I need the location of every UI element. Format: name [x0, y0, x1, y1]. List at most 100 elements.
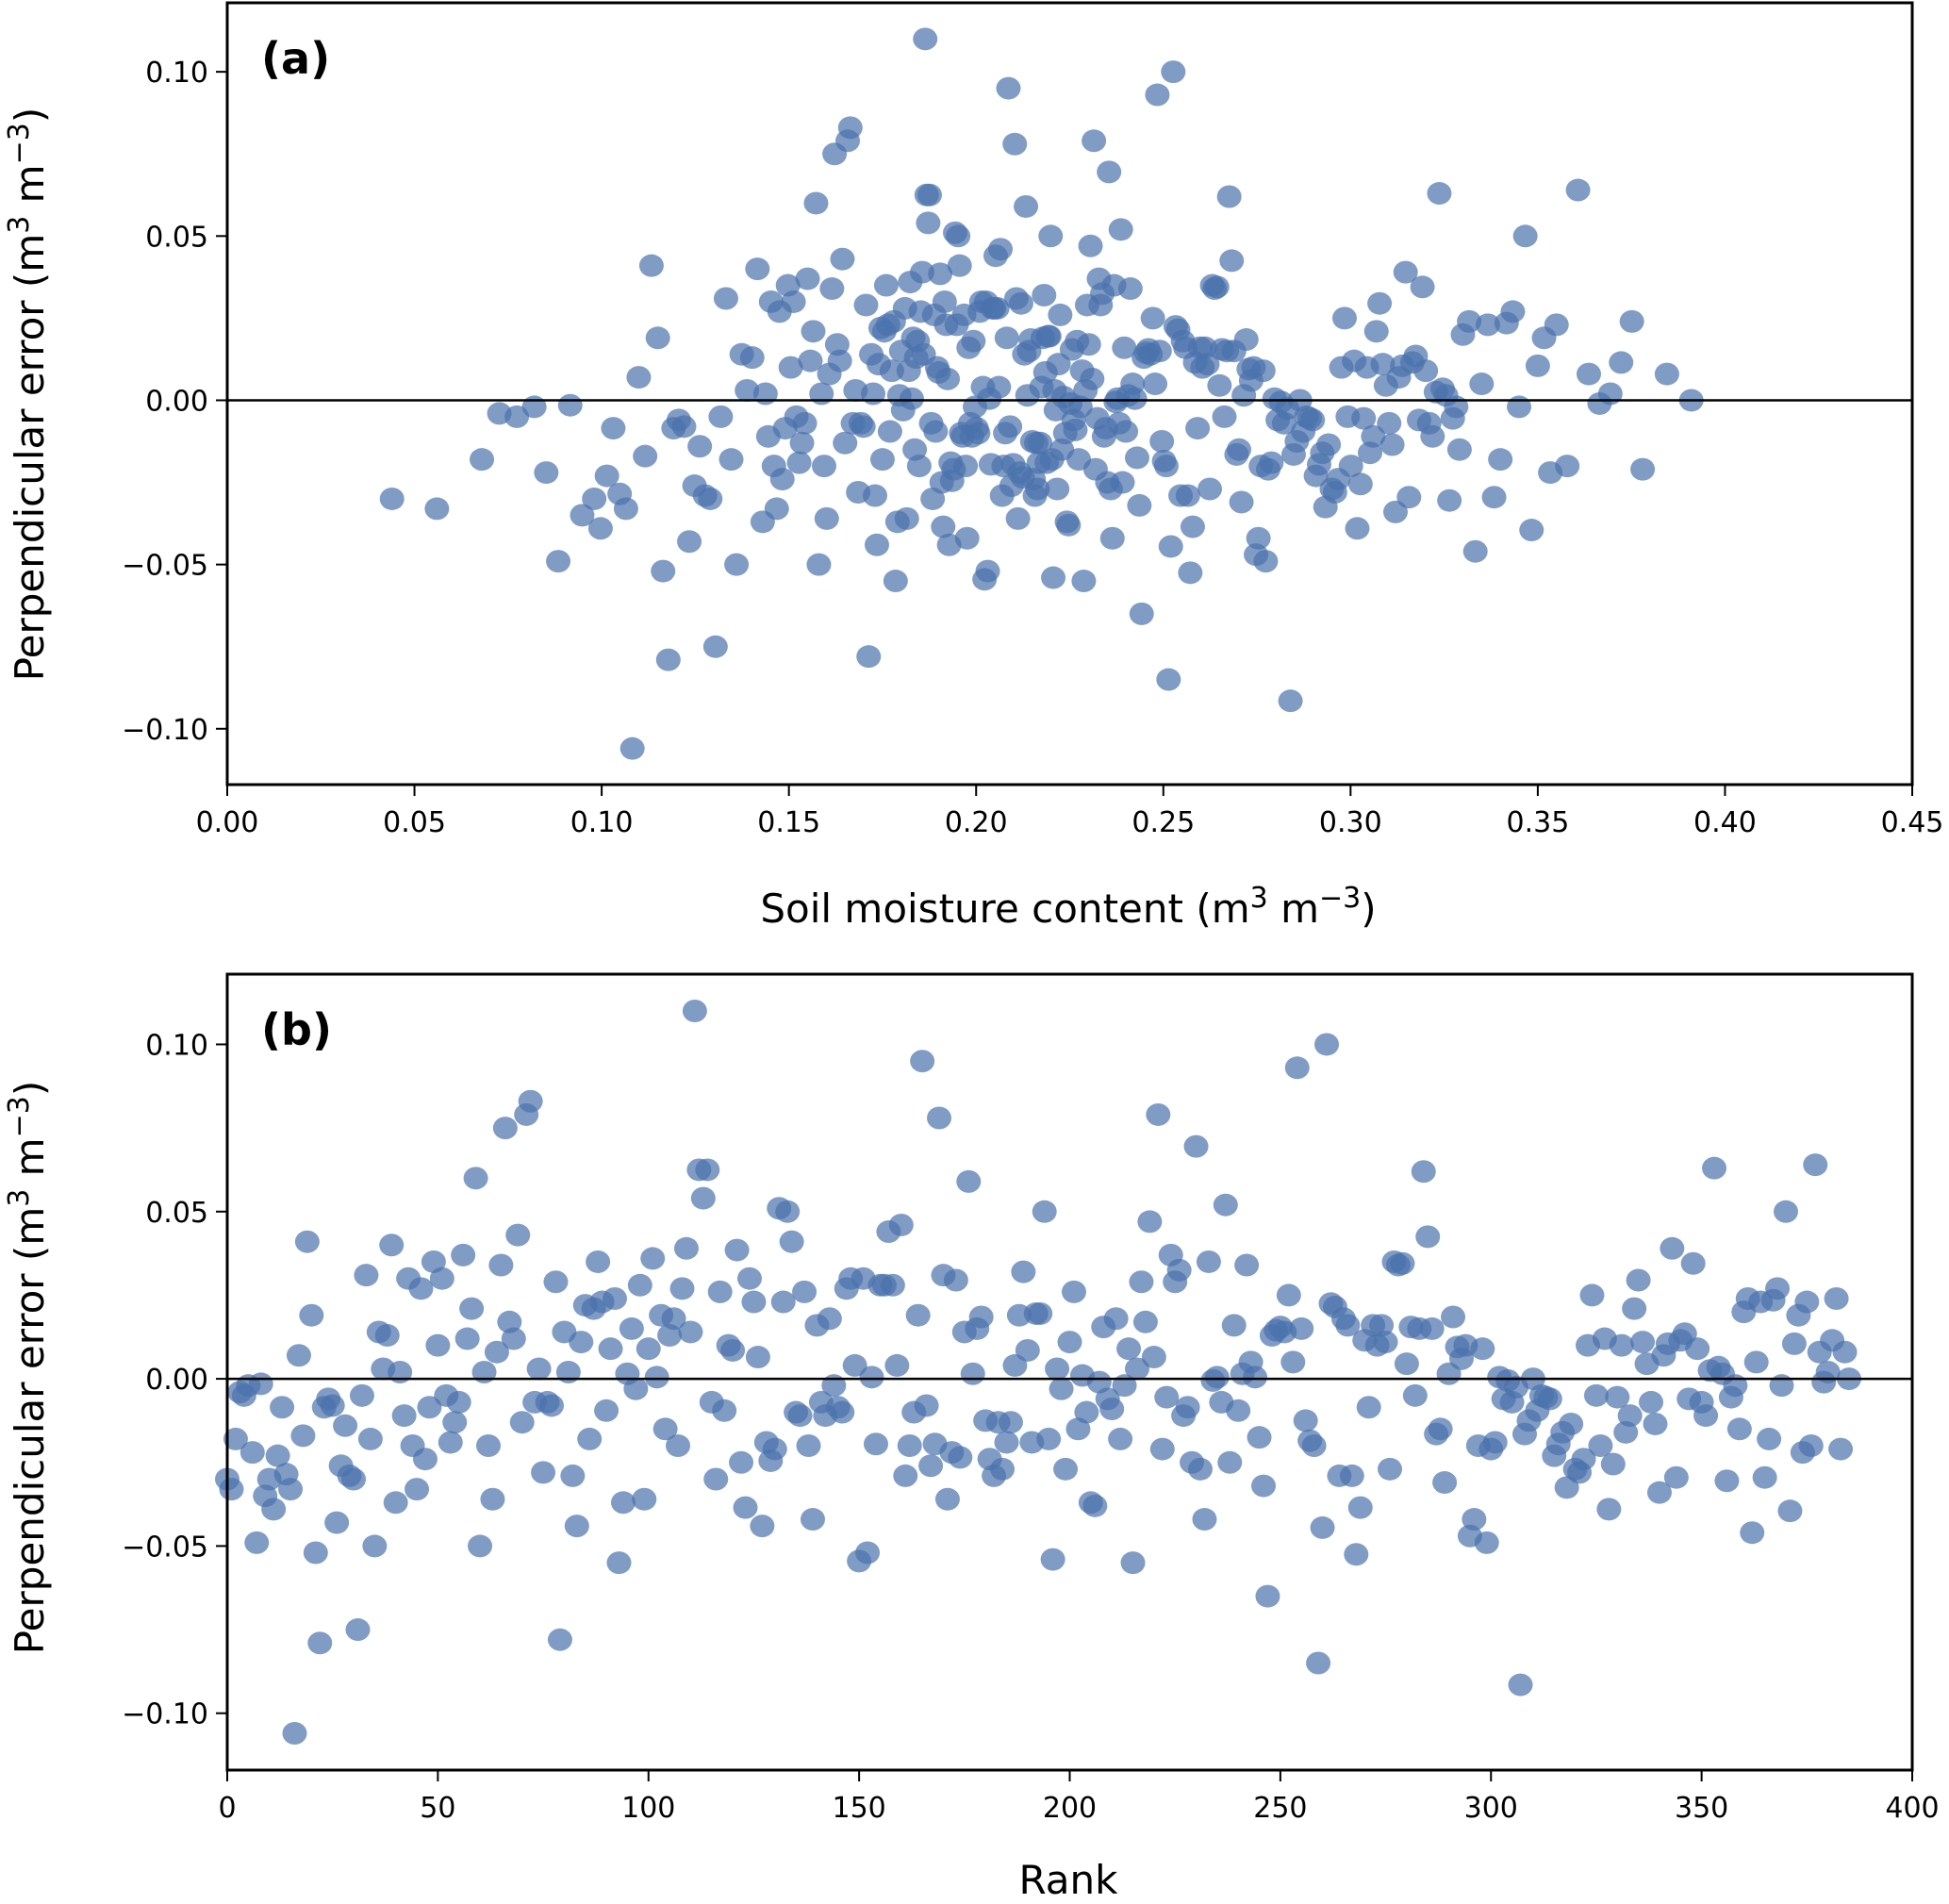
panel-a-point [582, 487, 607, 510]
panel-b-point [1082, 1494, 1108, 1517]
panel-a-point [1041, 566, 1066, 589]
panel-a-point [809, 382, 834, 406]
panel-b-point [265, 1444, 290, 1467]
panel-b-x-tick-label: 200 [1043, 1792, 1097, 1825]
panel-a-point [1519, 519, 1544, 542]
panel-b-point [239, 1441, 265, 1465]
panel-b-point [787, 1404, 813, 1428]
panel-b-point [640, 1247, 666, 1270]
panel-b-point [884, 1353, 910, 1377]
panel-a-point [935, 367, 961, 390]
panel-b-point [417, 1396, 442, 1419]
panel-a-point [521, 395, 547, 419]
panel-b-point [1141, 1346, 1166, 1369]
panel-a-point [1481, 486, 1507, 509]
panel-a-y-tick-label: −0.05 [122, 550, 208, 583]
panel-b-point [603, 1286, 628, 1310]
panel-a-point [1446, 438, 1472, 461]
panel-b-y-tick-label: 0.10 [145, 1029, 208, 1062]
panel-b-point [468, 1534, 493, 1558]
panel-a-point [1028, 431, 1053, 455]
panel-a-point [687, 435, 713, 458]
panel-b-point [712, 1399, 737, 1422]
panel-b-point [1011, 1260, 1036, 1283]
panel-b-point [830, 1400, 855, 1424]
panel-b-point [1116, 1337, 1142, 1361]
panel-a-point [801, 320, 826, 343]
panel-b-x-tick-label: 50 [420, 1792, 455, 1825]
panel-a-point [718, 448, 744, 472]
panel-a-point [1036, 324, 1062, 348]
panel-b-point [666, 1434, 691, 1458]
panel-b-point [1752, 1465, 1777, 1489]
panel-a-point [619, 737, 645, 760]
panel-b-point [1693, 1404, 1719, 1428]
panel-a-point [1216, 185, 1242, 208]
panel-a-point [803, 191, 829, 215]
panel-b-point [1474, 1531, 1499, 1554]
panel-b-point [543, 1270, 569, 1294]
panel-a-point [587, 517, 613, 540]
panel-a-point [917, 183, 942, 207]
panel-b-x-tick-label: 100 [621, 1792, 675, 1825]
panel-b-point [741, 1290, 767, 1314]
panel-b-point [480, 1487, 505, 1511]
panel-a-frame [225, 1, 1914, 786]
panel-a-point [708, 405, 734, 428]
panel-b-point [775, 1200, 801, 1223]
panel-a-point [745, 257, 770, 281]
panel-a-point [961, 329, 986, 353]
panel-b-point [391, 1404, 417, 1428]
panel-b-point [1402, 1383, 1428, 1407]
panel-b-point [451, 1243, 476, 1267]
panel-a-y-tick-label: 0.05 [145, 221, 208, 254]
panel-b-point [248, 1372, 273, 1396]
panel-a-point [827, 349, 852, 373]
panel-b-y-tick-label: 0.05 [145, 1197, 208, 1230]
panel-a-point [988, 238, 1014, 261]
panel-a-x-tick-label: 0.35 [1506, 806, 1569, 839]
panel-a-point [1175, 484, 1200, 507]
panel-b-point [800, 1508, 825, 1531]
panel-b-point [934, 1487, 960, 1511]
panel-b-point [307, 1631, 333, 1655]
panel-a-point [1212, 405, 1237, 428]
panel-a-point [861, 382, 886, 406]
panel-a-x-tick-label: 0.10 [570, 806, 634, 839]
panel-a-point [1331, 306, 1357, 330]
panel-b-point [707, 1280, 733, 1303]
panel-a-point [986, 375, 1012, 399]
panel-a-point [1108, 218, 1133, 241]
panel-b-point [388, 1361, 413, 1383]
panel-a-point [1129, 602, 1154, 625]
panel-b-point [1583, 1383, 1609, 1407]
panel-b-point [729, 1450, 754, 1474]
panel-b-point [1221, 1314, 1247, 1337]
panel-b-point [893, 1464, 918, 1487]
panel-b-point [1726, 1417, 1752, 1441]
panel-b-point [270, 1396, 295, 1419]
panel-b-point [905, 1303, 931, 1327]
panel-a-point [873, 273, 899, 297]
panel-b-point [1217, 1450, 1243, 1474]
panel-b-point [1432, 1471, 1458, 1495]
panel-a-point [764, 497, 789, 521]
panel-b-point [606, 1551, 632, 1575]
panel-b-point [223, 1427, 248, 1450]
panel-b-point [1639, 1390, 1664, 1414]
panel-b-point [333, 1414, 358, 1437]
panel-b-point [1192, 1508, 1217, 1531]
panel-a-point [1147, 339, 1172, 363]
panel-b-point [695, 1158, 720, 1182]
panel-b-point [669, 1277, 695, 1300]
panel-b-point [1646, 1481, 1672, 1504]
panel-b-point [990, 1457, 1016, 1481]
panel-a-label: (a) [261, 33, 330, 84]
panel-b-point [610, 1491, 636, 1515]
panel-a-point [626, 366, 652, 389]
panel-a-point [811, 455, 836, 478]
panel-b-point [745, 1346, 770, 1369]
panel-b-point [661, 1307, 686, 1331]
panel-a-x-tick-label: 0.30 [1319, 806, 1382, 839]
panel-a-point [1185, 417, 1211, 440]
